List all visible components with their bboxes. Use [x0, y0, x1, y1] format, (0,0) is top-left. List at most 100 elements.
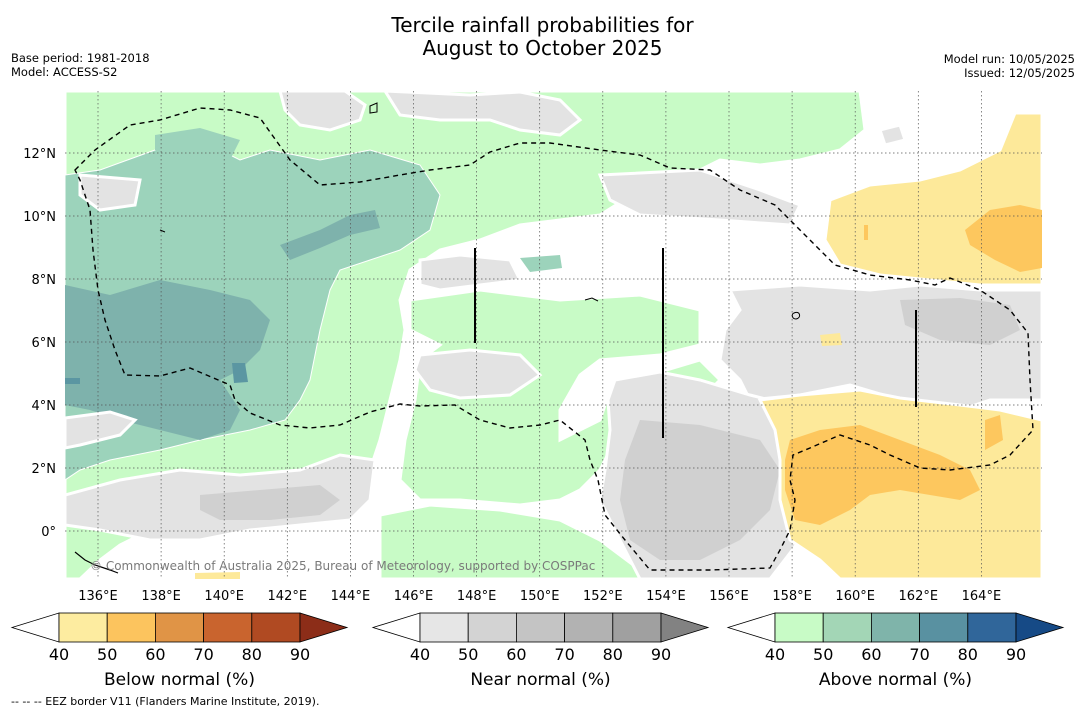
colorbar-above-tick-0: 40: [765, 645, 785, 664]
above-normal-50-south: [378, 503, 661, 579]
copyright-text: © Commonwealth of Australia 2025, Bureau…: [90, 559, 595, 573]
below-normal-60-ne-dot: [864, 225, 868, 240]
below-normal-60-patch2: [985, 415, 1003, 450]
colorbar-near-tick-3: 70: [554, 645, 574, 664]
above-normal-60-north: [155, 128, 240, 160]
colorbar-near-high-extension: [660, 612, 710, 643]
lon-label-4: 144°E: [331, 589, 371, 604]
near-normal-50-central: [597, 168, 803, 227]
lon-label-1: 138°E: [141, 589, 181, 604]
above-normal-80-patch: [232, 363, 248, 383]
above-normal-80-edge: [65, 378, 80, 384]
lat-label-6: 0°: [41, 525, 56, 540]
colorbar-above-segment: [967, 612, 1017, 643]
colorbar-near-tick-1: 50: [458, 645, 478, 664]
colorbar-above-segment: [919, 612, 969, 643]
lon-label-13: 162°E: [899, 589, 939, 604]
lat-label-4: 4°N: [32, 399, 57, 414]
above-normal-70-region: [65, 280, 270, 440]
colorbar-below-tick-4: 80: [242, 645, 262, 664]
below-normal-50-south-edge: [195, 572, 240, 579]
lon-label-5: 146°E: [394, 589, 434, 604]
colorbar-below-low-extension: [10, 612, 60, 643]
lon-label-3: 142°E: [268, 589, 308, 604]
lon-label-2: 140°E: [204, 589, 244, 604]
longitude-labels: 136°E 138°E 140°E 142°E 144°E 146°E 148°E 150°E…: [78, 589, 1001, 604]
island-outline: [74, 551, 119, 574]
near-normal-60-central: [620, 420, 780, 560]
graticule: [65, 91, 1042, 579]
issued-text: Issued: 12/05/2025: [964, 66, 1075, 80]
colorbar-near-tick-4: 80: [603, 645, 623, 664]
colorbar-above-low-extension: [726, 612, 776, 643]
lon-label-6: 148°E: [457, 589, 497, 604]
near-normal-50-west-2: [65, 410, 138, 450]
lon-label-14: 164°E: [962, 589, 1002, 604]
colorbar-above-segment: [822, 612, 872, 643]
colorbar-below-high-extension: [299, 612, 349, 643]
below-normal-50-patch: [820, 333, 842, 346]
lon-label-9: 154°E: [646, 589, 686, 604]
base-period-info: Base period: 1981-2018 Model: ACCESS-S2: [11, 51, 150, 79]
colorbars: 40 50 60 70 80 90 Below normal (%) 40 50 60 70 80 90…: [10, 612, 1065, 690]
lon-label-0: 136°E: [78, 589, 118, 604]
eez-footnote: -- -- -- EEZ border V11 (Flanders Marine…: [11, 695, 320, 708]
colorbar-below-title: Below normal (%): [104, 670, 255, 690]
below-normal-60-southeast: [785, 425, 980, 525]
colorbar-below-segment: [58, 612, 108, 643]
colorbar-below-tick-1: 50: [97, 645, 117, 664]
island-outline: [584, 297, 599, 302]
colorbar-above-segment: [774, 612, 824, 643]
colorbar-above-segment: [871, 612, 921, 643]
lon-label-12: 160°E: [835, 589, 875, 604]
colorbar-above-tick-2: 60: [861, 645, 881, 664]
colorbar-below-segment: [154, 612, 204, 643]
lat-label-3: 6°N: [32, 336, 57, 351]
title-line-2: August to October 2025: [422, 36, 663, 60]
colorbar-above-tick-1: 50: [813, 645, 833, 664]
colorbar-above-tick-4: 80: [958, 645, 978, 664]
island-outline: [791, 311, 801, 320]
model-text: Model: ACCESS-S2: [11, 65, 118, 79]
island-outline: [159, 229, 166, 233]
map-title: Tercile rainfall probabilities for Augus…: [0, 14, 1085, 60]
lon-label-7: 150°E: [520, 589, 560, 604]
near-normal-50-northwest: [78, 173, 142, 212]
colorbar-near-tick-5: 90: [651, 645, 671, 664]
colorbar-below-tick-5: 90: [290, 645, 310, 664]
model-run-text: Model run: 10/05/2025: [943, 52, 1075, 66]
colorbar-above-high-extension: [1015, 612, 1065, 643]
model-run-info: Model run: 10/05/2025 Issued: 12/05/2025: [944, 52, 1075, 80]
map-plot-area[interactable]: © Commonwealth of Australia 2025, Bureau…: [65, 91, 1042, 579]
colorbar-below-segment: [203, 612, 253, 643]
title-line-1: Tercile rainfall probabilities for: [391, 13, 694, 37]
colorbar-above-title: Above normal (%): [819, 670, 972, 690]
colorbar-near-low-extension: [371, 612, 421, 643]
near-normal-50-north2: [383, 91, 583, 137]
colorbar-near-segment: [516, 612, 566, 643]
colorbar-below-tick-2: 60: [145, 645, 165, 664]
colorbar-below: 40 50 60 70 80 90 Below normal (%): [10, 612, 349, 690]
colorbar-near-segment: [467, 612, 517, 643]
colorbar-near-segment: [612, 612, 662, 643]
colorbar-below-tick-3: 70: [193, 645, 213, 664]
below-normal-60-northeast: [965, 205, 1042, 272]
latitude-labels: 12°N 10°N 8°N 6°N 4°N 2°N 0°: [23, 147, 56, 540]
near-normal-50-mid: [418, 253, 523, 292]
colorbar-near-tick-2: 60: [506, 645, 526, 664]
colorbar-above-tick-3: 70: [909, 645, 929, 664]
colorbar-below-segment: [106, 612, 156, 643]
island-outline: [369, 102, 378, 114]
colorbar-below-segment: [251, 612, 301, 643]
base-period-text: Base period: 1981-2018: [11, 51, 150, 65]
above-normal-70-patch: [280, 210, 380, 260]
near-normal-50-mid2: [413, 348, 543, 400]
lat-label-0: 12°N: [23, 147, 56, 162]
lon-label-10: 156°E: [709, 589, 749, 604]
lon-label-8: 152°E: [583, 589, 623, 604]
colorbar-near-title: Near normal (%): [470, 670, 610, 690]
colorbar-near-segment: [419, 612, 469, 643]
colorbar-above: 40 50 60 70 80 90 Above normal (%): [726, 612, 1065, 690]
near-normal-60-east: [900, 298, 1020, 345]
